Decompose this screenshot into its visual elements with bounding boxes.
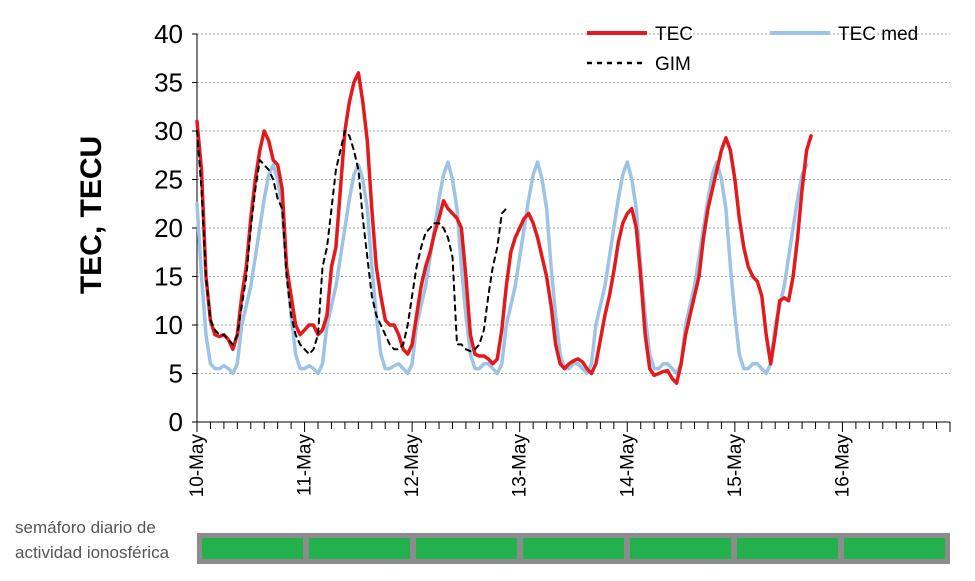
y-tick-label: 10	[154, 310, 183, 340]
semaforo-day-cell	[309, 538, 410, 559]
x-tick-label: 10-May	[187, 434, 208, 498]
y-tick-label: 15	[154, 262, 183, 292]
x-tick-label: 13-May	[510, 434, 531, 498]
series-line-gim	[196, 130, 508, 356]
tec-chart: 0 5 10 15 20 25 30 35 40 10-May 11-May 12-May 13-May…	[75, 19, 951, 498]
semaforo-day-cell	[523, 538, 624, 559]
legend-label: GIM	[655, 54, 691, 75]
y-tick-label: 0	[169, 407, 183, 437]
x-tick-label: 16-May	[832, 434, 853, 498]
legend-label: TEC	[655, 24, 693, 45]
x-tick-label: 15-May	[725, 434, 746, 498]
semaforo-day-cell	[844, 538, 945, 559]
series-line-tec	[195, 71, 813, 385]
y-tick-label: 5	[169, 359, 183, 389]
semaforo-label: semáforo diario de actividad ionosférica	[15, 518, 170, 562]
x-tick-label: 12-May	[402, 434, 423, 498]
x-tick-label: 14-May	[617, 434, 638, 498]
semaforo-day-cell	[202, 538, 303, 559]
semaforo-day-cell	[416, 538, 517, 559]
legend-label: TEC med	[838, 24, 918, 45]
y-tick-label: 30	[154, 116, 183, 146]
y-tick-label: 25	[154, 165, 183, 195]
y-axis-title: TEC, TECU	[75, 136, 108, 294]
x-tick-label: 11-May	[295, 434, 316, 496]
semaforo-day-cell	[630, 538, 731, 559]
semaforo-bar	[197, 533, 950, 564]
y-tick-label: 35	[154, 68, 183, 98]
semaforo-day-cell	[737, 538, 838, 559]
y-tick-label: 40	[154, 19, 183, 49]
y-tick-label: 20	[154, 213, 183, 243]
